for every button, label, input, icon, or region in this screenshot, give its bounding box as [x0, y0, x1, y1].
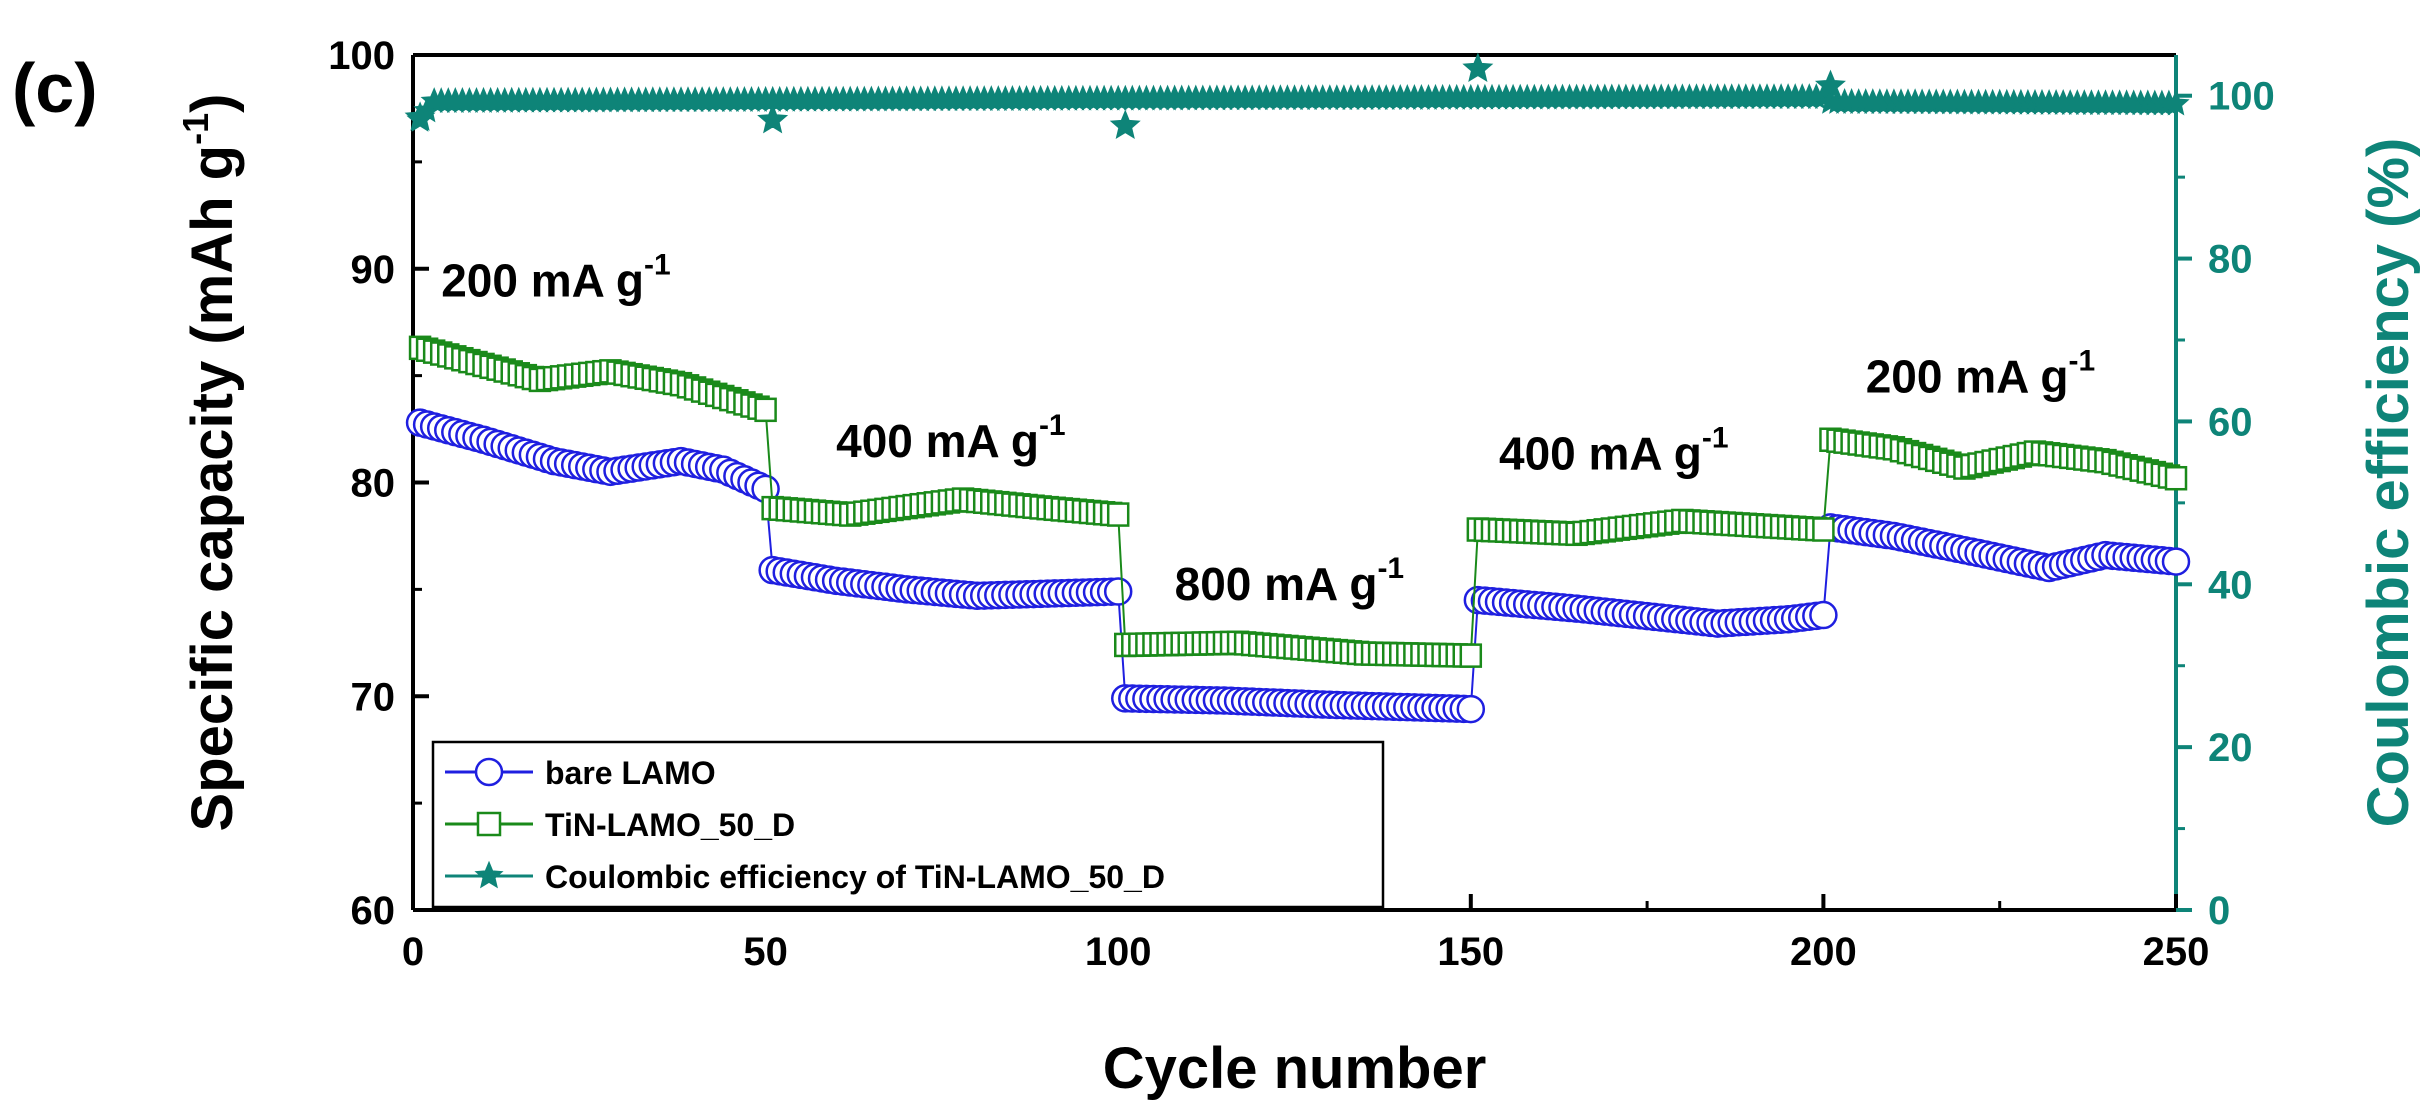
y2-axis-title: Coulombic efficiency (%) — [2356, 138, 2421, 828]
data-point-square — [1106, 502, 1130, 527]
rate-annotation-text: 800 mA g — [1175, 558, 1378, 610]
legend-label: Coulombic efficiency of TiN-LAMO_50_D — [545, 859, 1165, 895]
rate-annotation-sup: -1 — [1377, 552, 1404, 585]
rate-annotation: 800 mA g-1 — [1175, 552, 1405, 610]
rate-annotation: 400 mA g-1 — [1499, 422, 1729, 480]
axis-layer: 0 50 100 150 200 250 60 70 80 90 100 0 20 40 60 80 100 Cy… — [175, 34, 2421, 1101]
y2-tick-label: 100 — [2208, 75, 2275, 119]
x-tick-label: 250 — [2143, 930, 2210, 974]
data-point-star — [404, 101, 436, 131]
data-point-circle — [1809, 600, 1838, 630]
legend-marker-star — [474, 860, 504, 889]
series-bare-lamo — [405, 408, 2191, 724]
series-layer — [404, 52, 2191, 724]
legend: bare LAMO TiN-LAMO_50_D Coulombic efficien… — [431, 740, 1385, 909]
legend-item: bare LAMO — [445, 755, 716, 791]
legend-box — [431, 740, 1385, 909]
rate-annotation-text: 200 mA g — [441, 255, 644, 307]
data-point-circle — [2161, 547, 2191, 576]
legend-item: Coulombic efficiency of TiN-LAMO_50_D — [445, 859, 1165, 895]
y-tick-label: 80 — [351, 462, 396, 506]
y2-tick-label: 40 — [2208, 563, 2253, 607]
legend-item: TiN-LAMO_50_D — [445, 807, 795, 843]
legend-marker-square — [476, 811, 502, 837]
rate-annotation: 400 mA g-1 — [836, 409, 1066, 467]
y2-tick-label: 80 — [2208, 238, 2253, 282]
panel-label: (c) — [12, 49, 98, 127]
y-tick-label: 60 — [351, 889, 396, 933]
y-axis-title-sup: -1 — [175, 113, 216, 145]
data-point-square — [754, 397, 777, 423]
y-tick-label: 70 — [351, 675, 396, 719]
rate-annotation: 200 mA g-1 — [441, 249, 671, 307]
y-axis-title-main: Specific capacity (mAh g — [180, 145, 245, 832]
y-tick-label: 90 — [351, 248, 396, 292]
legend-label: TiN-LAMO_50_D — [545, 807, 795, 843]
y-tick-label: 100 — [328, 34, 395, 78]
data-point-star — [757, 103, 789, 134]
data-point-star — [2162, 89, 2190, 116]
data-point-circle — [1456, 694, 1486, 724]
legend-label: bare LAMO — [545, 755, 716, 791]
x-tick-label: 200 — [1790, 930, 1857, 974]
rate-annotation: 200 mA g-1 — [1866, 345, 2096, 403]
data-point-star — [1109, 109, 1141, 140]
data-point-square — [1812, 517, 1835, 542]
y2-tick-label: 60 — [2208, 400, 2253, 444]
rate-annotation-text: 200 mA g — [1866, 351, 2069, 403]
legend-marker-circle — [474, 757, 504, 787]
data-point-square — [2164, 465, 2188, 491]
x-axis-title: Cycle number — [1103, 1036, 1487, 1101]
y-axis-title-close: ) — [180, 94, 245, 113]
x-tick-label: 150 — [1437, 930, 1504, 974]
x-tick-label: 0 — [402, 930, 424, 974]
data-point-circle — [1103, 577, 1133, 606]
series-coulombic-efficiency-of-tin-lamo-50-d — [404, 52, 2190, 140]
y2-tick-label: 20 — [2208, 726, 2253, 770]
rate-annotation-sup: -1 — [1039, 409, 1066, 442]
x-tick-label: 100 — [1085, 930, 1152, 974]
data-point-square — [1459, 643, 1483, 668]
data-point-star — [1462, 52, 1494, 83]
x-tick-label: 50 — [743, 930, 788, 974]
series-tin-lamo-50-d — [408, 335, 2188, 668]
rate-annotation-sup: -1 — [2069, 345, 2096, 378]
y-axis-title: Specific capacity (mAh g-1) — [175, 94, 245, 832]
data-point-star — [1814, 69, 1846, 100]
rate-annotation-sup: -1 — [1702, 422, 1729, 455]
rate-annotation-text: 400 mA g — [836, 415, 1039, 467]
y2-tick-label: 0 — [2208, 889, 2230, 933]
rate-annotation-sup: -1 — [644, 249, 671, 282]
rate-annotation-text: 400 mA g — [1499, 428, 1702, 480]
